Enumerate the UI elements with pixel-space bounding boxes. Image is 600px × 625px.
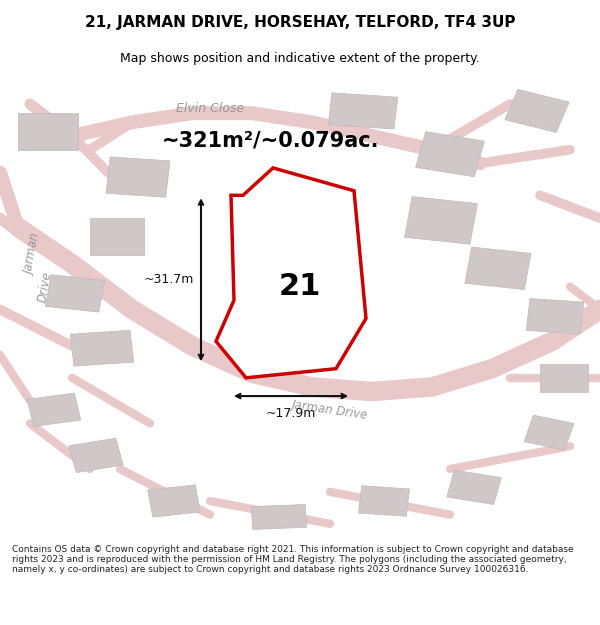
Bar — [359, 486, 409, 516]
Polygon shape — [216, 168, 366, 378]
Text: Jarman: Jarman — [23, 233, 43, 276]
Bar — [416, 132, 484, 177]
Bar — [251, 504, 307, 529]
Bar — [90, 218, 144, 254]
Text: Contains OS data © Crown copyright and database right 2021. This information is : Contains OS data © Crown copyright and d… — [12, 544, 574, 574]
Bar — [18, 113, 78, 149]
Bar — [404, 197, 478, 244]
Bar — [540, 364, 588, 391]
Bar — [46, 275, 104, 312]
Text: ~31.7m: ~31.7m — [143, 273, 194, 286]
Bar — [27, 393, 81, 426]
Bar — [505, 89, 569, 132]
Bar — [447, 470, 501, 504]
Bar — [106, 157, 170, 198]
Text: Map shows position and indicative extent of the property.: Map shows position and indicative extent… — [120, 52, 480, 65]
Text: ~321m²/~0.079ac.: ~321m²/~0.079ac. — [161, 131, 379, 151]
Bar — [70, 330, 134, 366]
Text: Drive: Drive — [36, 270, 54, 303]
Bar — [524, 415, 574, 450]
Text: ~17.9m: ~17.9m — [266, 408, 316, 421]
Bar — [148, 485, 200, 517]
Text: Jarman Drive: Jarman Drive — [291, 398, 369, 421]
Bar — [526, 299, 584, 334]
Bar — [328, 92, 398, 129]
Text: 21, JARMAN DRIVE, HORSEHAY, TELFORD, TF4 3UP: 21, JARMAN DRIVE, HORSEHAY, TELFORD, TF4… — [85, 15, 515, 30]
Bar — [69, 438, 123, 472]
Bar — [465, 247, 531, 289]
Text: 21: 21 — [279, 272, 321, 301]
Bar — [282, 259, 348, 305]
Text: Elvin Close: Elvin Close — [176, 102, 244, 115]
